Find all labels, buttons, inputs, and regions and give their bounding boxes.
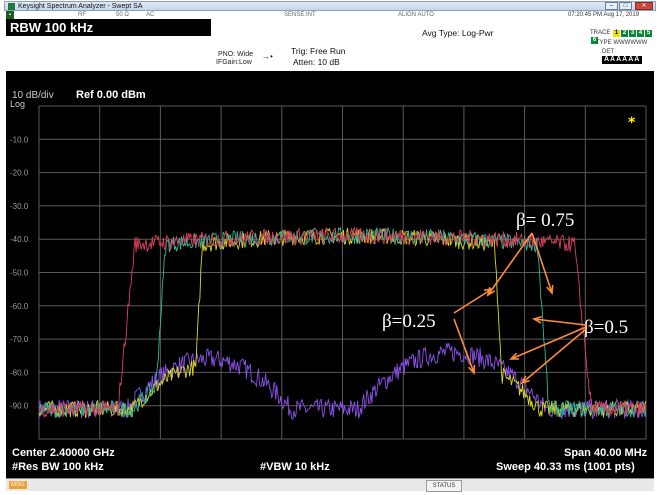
ifgain-label: IFGain:Low	[216, 59, 252, 66]
beta-075-annotation: β= 0.75	[516, 210, 574, 231]
status-button[interactable]: STATUS	[426, 480, 462, 492]
trigger-label: Trig: Free Run	[291, 46, 346, 56]
beta-025-annotation: β=0.25	[382, 311, 436, 332]
span-label: Span 40.00 MHz	[564, 447, 648, 459]
window-title: Keysight Spectrum Analyzer - Swept SA	[18, 3, 143, 10]
det-row: DET AAAAAA	[602, 49, 654, 64]
sweep-label: Sweep 40.33 ms (1001 pts)	[496, 461, 635, 473]
y-tick-label: -20.0	[10, 169, 29, 178]
y-tick-label: -30.0	[10, 202, 29, 211]
minimize-button[interactable]: –	[605, 2, 618, 10]
center-frequency-label: Center 2.40000 GHz	[12, 447, 115, 459]
y-tick-label: -10.0	[10, 135, 29, 144]
rf-input-label: RF	[78, 12, 86, 18]
align-label: ALIGN AUTO	[398, 12, 434, 18]
annotation-arrow	[487, 232, 533, 296]
close-button[interactable]: ✕	[635, 2, 653, 10]
maximize-button[interactable]: □	[619, 2, 632, 10]
sense-label: SENSE:INT	[284, 12, 316, 18]
y-tick-label: -70.0	[10, 335, 29, 344]
y-tick-label: -80.0	[10, 368, 29, 377]
spectrum-plot: -10.0 -20.0 -30.0 -40.0 -50.0 -60.0 -70.0 -80.0…	[10, 105, 647, 440]
annotation-arrow	[521, 328, 587, 384]
trace-number-2: 2	[621, 30, 629, 37]
annotation-arrow	[510, 326, 587, 360]
app-icon	[8, 3, 15, 10]
impedance-label: 50 Ω	[116, 12, 129, 18]
trace-beta-05	[38, 226, 647, 419]
det-values: AAAAAA	[602, 56, 643, 64]
trace-number-5: 5	[645, 30, 653, 37]
atten-label: Atten: 10 dB	[293, 57, 340, 67]
trace-number-3: 3	[629, 30, 637, 37]
window-title-bar: Keysight Spectrum Analyzer - Swept SA – …	[4, 1, 656, 11]
annotation-arrowhead	[520, 375, 530, 385]
annotation-arrowhead	[467, 364, 476, 375]
message-bar: MSG STATUS	[6, 478, 654, 492]
annotation-arrowhead	[509, 352, 520, 360]
marker-star-icon: *	[628, 115, 636, 131]
y-tick-label: -90.0	[10, 402, 29, 411]
spectrum-display: 10 dB/div Log Ref 0.00 dBm -10.0 -20.0 -30…	[6, 71, 654, 478]
trace-number-6: 6	[591, 37, 598, 44]
status-indicator-icon: ▪	[6, 11, 14, 19]
annotation-arrow	[533, 318, 587, 326]
rbw-label[interactable]: RBW 100 kHz	[6, 19, 211, 36]
res-bw-label: #Res BW 100 kHz	[12, 461, 104, 473]
annotation-arrowhead	[531, 315, 542, 324]
annotation-arrowhead	[546, 284, 554, 295]
trace-low-spectrum	[38, 343, 647, 420]
avg-type-label: Avg Type: Log-Pwr	[422, 28, 494, 38]
msg-indicator[interactable]: MSG	[9, 481, 27, 489]
measurement-header: RBW 100 kHz PNO: Wide IFGain:Low →• Trig…	[6, 19, 654, 71]
beta-05-annotation: β=0.5	[584, 317, 628, 338]
type-row: TYPE WWWWWW	[596, 40, 647, 47]
annotation-arrow	[531, 232, 553, 294]
trace-indicator-row: TRACE 1 2 3 4 5 6	[590, 30, 654, 44]
datetime-label: 07:20:45 PM Aug 17, 2019	[568, 12, 640, 18]
type-label: TYPE	[596, 40, 612, 46]
coupling-label: AC	[146, 12, 155, 18]
trigger-arrow-icon: →•	[262, 52, 273, 61]
y-tick-label: -40.0	[10, 235, 29, 244]
trace-number-4: 4	[637, 30, 645, 37]
trace-label: TRACE	[590, 30, 611, 36]
trace-beta-025	[38, 227, 647, 419]
vbw-label: #VBW 10 kHz	[260, 461, 330, 473]
trace-beta-075	[38, 226, 647, 418]
det-label: DET	[602, 49, 614, 55]
log-label: Log	[10, 99, 26, 109]
y-tick-label: -60.0	[10, 302, 29, 311]
pno-label: PNO: Wide	[218, 51, 254, 58]
annotation-arrow	[453, 288, 493, 314]
y-tick-label: -50.0	[10, 269, 29, 278]
scale-label: 10 dB/div	[12, 90, 54, 101]
annotation-arrowhead	[483, 287, 494, 297]
type-values: WWWWWW	[613, 40, 648, 46]
ref-level-label: Ref 0.00 dBm	[76, 89, 146, 101]
annotation-arrow	[453, 318, 475, 374]
trace-number-1: 1	[613, 30, 621, 37]
